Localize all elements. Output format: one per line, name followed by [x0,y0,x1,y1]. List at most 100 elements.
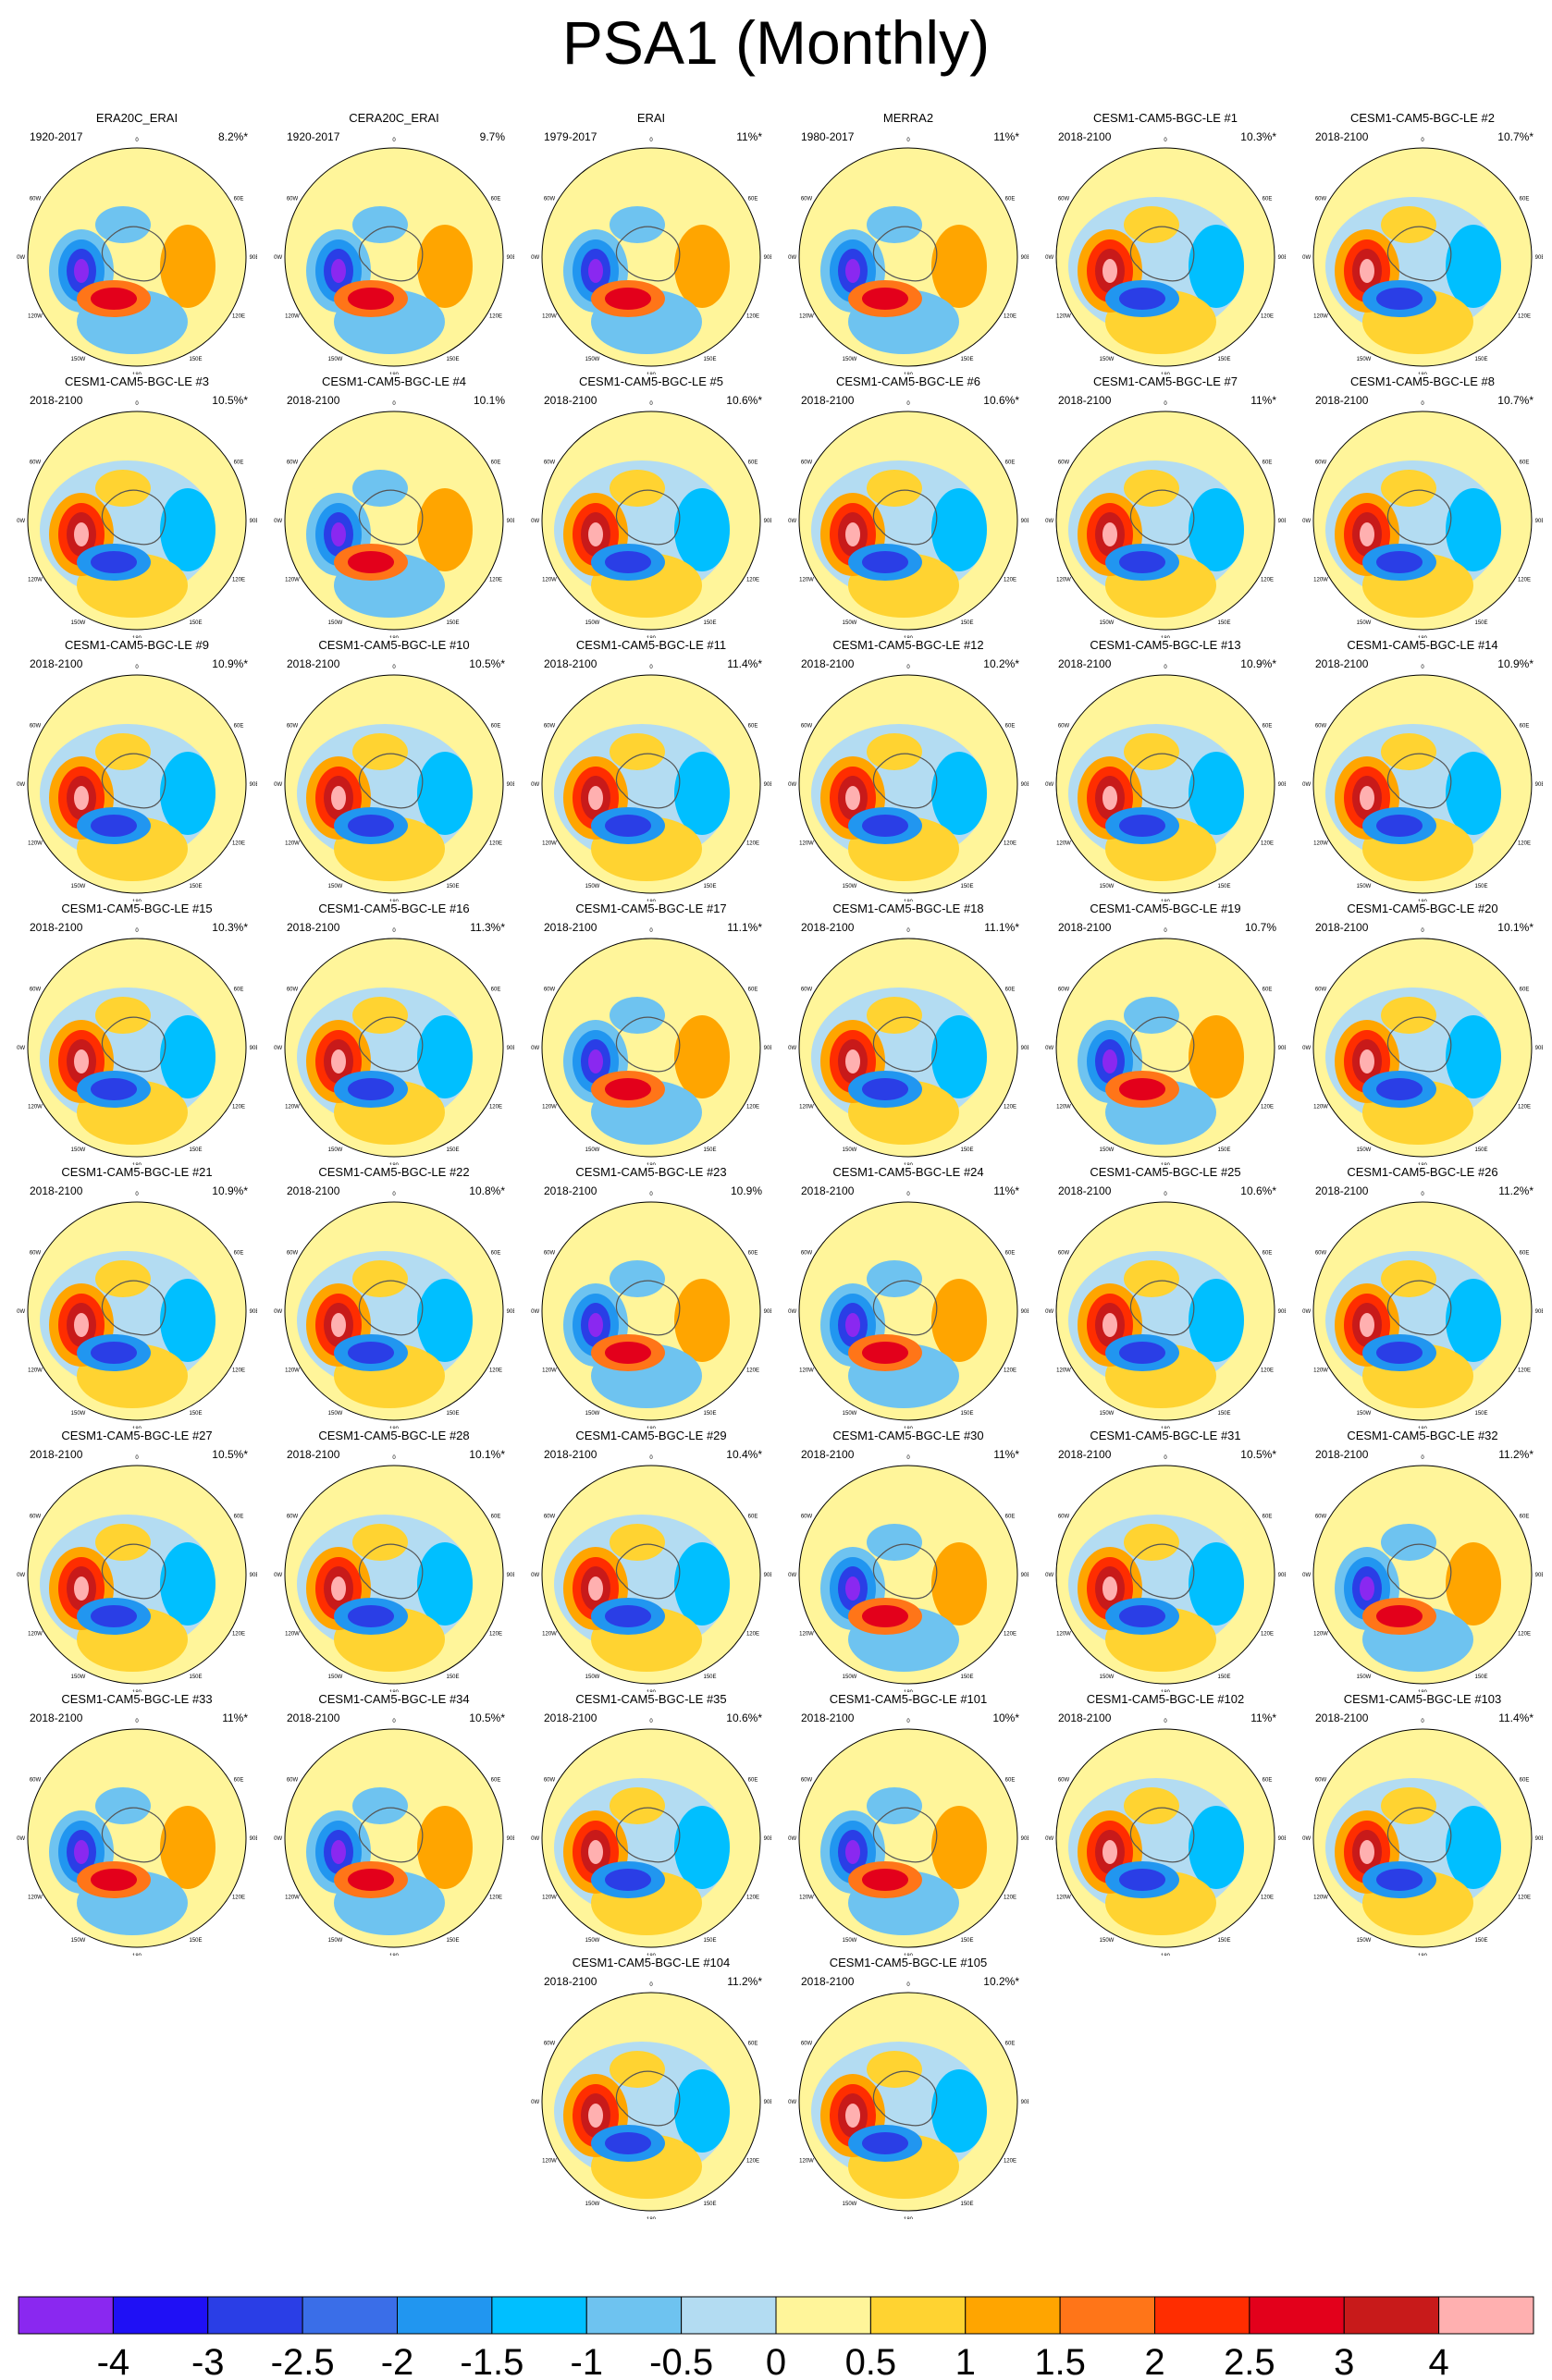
longitude-tick-label: 120E [1518,1368,1531,1374]
colorbar-tick-label: 1 [955,2342,976,2380]
contour-region [845,1049,860,1073]
contour-region [352,997,408,1034]
map-panel: 0 60E 90E 120E 150E 180 150W 120W 90W 60W CESM1-CA… [788,1429,1029,1692]
coastline [1386,753,1452,809]
longitude-tick-label: 180 [1418,636,1428,638]
longitude-tick-label: 180 [904,1427,914,1429]
panel-percent: 10.9%* [1240,657,1276,670]
longitude-tick-label: 180 [389,1427,400,1429]
contour-region [74,786,89,810]
panel-period: 2018-2100 [544,1448,597,1461]
contour-region [674,1279,730,1362]
contour-region [862,1342,908,1364]
colorbar-swatch [112,2296,209,2335]
map-panel: 0 60E 90E 120E 150E 180 150W 120W 90W 60W CESM1-CA… [1045,111,1286,374]
contour-region [867,1787,922,1824]
longitude-tick-label: 150E [1217,357,1230,362]
longitude-tick-label: 120E [489,578,502,583]
panel-period: 2018-2100 [544,657,597,670]
contour-region [610,997,665,1034]
contour-region [160,225,216,308]
longitude-tick-label: 90W [531,519,540,524]
longitude-tick-label: 90W [531,1309,540,1315]
polar-map: 0 60E 90E 120E 150E 180 150W 120W 90W 60W [274,138,514,374]
longitude-tick-label: 60E [1520,1778,1530,1784]
contour-region [95,733,151,770]
longitude-tick-label: 60E [748,1515,758,1520]
contour-region [605,2132,651,2154]
polar-map: 0 60E 90E 120E 150E 180 150W 120W 90W 60W [1045,138,1286,374]
contour-region [417,1542,473,1626]
contour-region [348,1869,394,1891]
panel-percent: 11%* [1250,1711,1276,1724]
longitude-tick-label: 150E [703,1938,716,1944]
longitude-tick-label: 60E [234,988,244,993]
longitude-tick-label: 0 [1164,665,1167,670]
longitude-tick-label: 60E [1520,197,1530,202]
longitude-tick-label: 120W [285,1632,300,1638]
contour-region [610,2051,665,2088]
longitude-tick-label: 0 [1421,1455,1424,1461]
contour-region [862,2132,908,2154]
longitude-tick-label: 150W [328,1411,343,1417]
coastline [615,1807,681,1863]
longitude-tick-label: 90W [1045,1836,1054,1842]
colorbar-tick-label: -1.5 [460,2342,523,2380]
map-panel: 0 60E 90E 120E 150E 180 150W 120W 90W 60W CERA20C_… [274,111,514,374]
panel-percent: 10.4%* [726,1448,762,1461]
longitude-tick-label: 120E [1261,314,1274,320]
longitude-tick-label: 90W [274,1046,283,1051]
panel-title: CESM1-CAM5-BGC-LE #18 [832,902,984,915]
longitude-tick-label: 90W [274,1309,283,1315]
longitude-tick-label: 60W [287,988,299,993]
longitude-tick-label: 90W [17,1046,26,1051]
longitude-tick-label: 90W [531,1836,540,1842]
longitude-tick-label: 120E [1261,578,1274,583]
longitude-tick-label: 90E [1278,1046,1286,1051]
contour-region [867,470,922,507]
panel-period: 2018-2100 [1058,1448,1112,1461]
contour-region [931,225,987,308]
panel-period: 2018-2100 [1058,921,1112,934]
longitude-tick-label: 150E [446,357,459,362]
polar-map: 0 60E 90E 120E 150E 180 150W 120W 90W 60W [17,138,257,374]
longitude-tick-label: 90E [507,1309,514,1315]
contour-region [74,1576,89,1601]
polar-map: 0 60E 90E 120E 150E 180 150W 120W 90W 60W [788,1192,1029,1429]
coastline [615,1280,681,1336]
contour-region [845,1840,860,1864]
longitude-tick-label: 120W [542,1895,557,1901]
contour-region [605,1605,651,1627]
contour-region [1376,1342,1423,1364]
longitude-tick-label: 90E [1535,1573,1543,1578]
polar-map: 0 60E 90E 120E 150E 180 150W 120W 90W 60W [1045,1455,1286,1692]
panel-percent: 11%* [222,1711,248,1724]
longitude-tick-label: 150W [1357,1675,1372,1680]
longitude-tick-label: 90W [788,1309,797,1315]
contour-region [931,1806,987,1889]
longitude-tick-label: 180 [1418,373,1428,374]
longitude-tick-label: 120E [1004,1632,1016,1638]
panel-percent: 10.9%* [1497,657,1534,670]
longitude-tick-label: 120W [1313,314,1328,320]
map-panel: 0 60E 90E 120E 150E 180 150W 120W 90W 60W CESM1-CA… [1302,1429,1543,1692]
contour-region [1360,259,1374,283]
longitude-tick-label: 60W [544,988,556,993]
polar-map: 0 60E 90E 120E 150E 180 150W 120W 90W 60W [17,1192,257,1429]
colorbar-swatch [1154,2296,1250,2335]
longitude-tick-label: 150W [71,1675,86,1680]
coastline [358,226,424,282]
longitude-tick-label: 150E [1217,620,1230,626]
longitude-tick-label: 150W [328,357,343,362]
contour-region [674,1542,730,1626]
colorbar-swatch [207,2296,303,2335]
longitude-tick-label: 60W [287,1778,299,1784]
contour-region [352,470,408,507]
colorbar-swatch [965,2296,1061,2335]
longitude-tick-label: 60W [30,1515,42,1520]
panel-title: CESM1-CAM5-BGC-LE #32 [1347,1429,1498,1442]
contour-region [352,1260,408,1297]
longitude-tick-label: 180 [904,636,914,638]
longitude-tick-label: 60E [234,1515,244,1520]
contour-region [160,1542,216,1626]
